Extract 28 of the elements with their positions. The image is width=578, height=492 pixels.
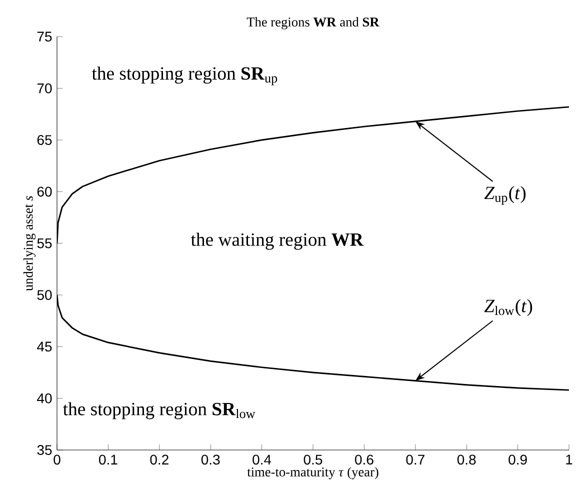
x-tick-label: 0.8	[457, 454, 476, 465]
y-tick-label: 55	[37, 238, 52, 248]
annotation: the waiting region WR	[190, 232, 364, 250]
chart-title: The regions WR and SR	[246, 17, 380, 30]
x-tick-label: 0.4	[252, 454, 272, 465]
y-tick-label: 65	[37, 135, 52, 145]
annotation: Z$_{up}$(t)	[484, 186, 526, 205]
x-axis-title: time-to-maturity τ (year)	[247, 467, 378, 480]
annotation: the stopping region SR$_{low}$	[63, 402, 256, 420]
x-tick-label: 0.9	[508, 454, 527, 465]
y-axis-title: underlying asset s	[23, 196, 36, 291]
annotation: the stopping region SR$_{up}$	[92, 66, 278, 86]
y-tick-label: 40	[37, 393, 52, 404]
x-tick-label: 0	[54, 454, 60, 465]
y-tick-label: 45	[37, 342, 52, 352]
y-tick-label: 35	[37, 445, 52, 455]
annotation: Z$_{low}$(t)	[484, 299, 532, 316]
x-tick-label: 0.2	[150, 454, 168, 465]
y-tick-label: 50	[37, 290, 52, 300]
x-tick-label: 0.5	[304, 454, 322, 465]
y-tick-label: 60	[37, 186, 52, 197]
y-tick-label: 70	[37, 83, 52, 94]
x-tick-label: 0.6	[355, 454, 374, 465]
x-tick-label: 0.7	[406, 454, 424, 465]
x-tick-label: 0.1	[99, 454, 118, 465]
x-tick-label: 0.3	[201, 454, 220, 465]
x-tick-label: 1	[566, 454, 572, 464]
y-tick-label: 75	[37, 32, 52, 42]
